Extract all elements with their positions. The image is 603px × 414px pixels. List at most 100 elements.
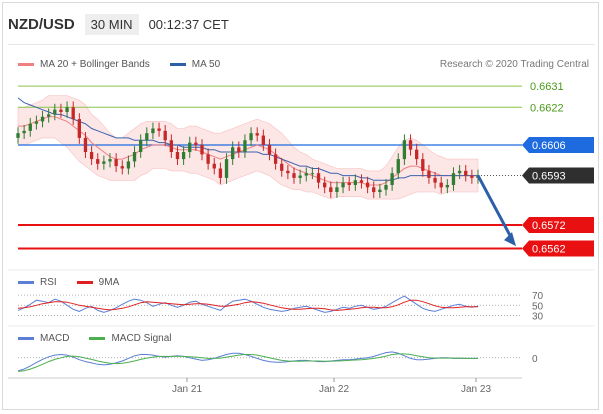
candle-body: [163, 130, 167, 141]
candle-body: [34, 121, 39, 124]
candle-body: [372, 187, 376, 193]
header-divider: [8, 44, 595, 45]
main-legend: MA 20 + Bollinger Bands MA 50: [18, 59, 240, 70]
candle-body: [212, 163, 216, 169]
candle-body: [421, 159, 425, 171]
candle-body: [89, 152, 94, 160]
candle-body: [445, 184, 449, 188]
macd-zero-label: 0: [532, 354, 538, 365]
candle-body: [132, 152, 137, 162]
candle-body: [457, 170, 462, 174]
candle-body: [408, 140, 413, 150]
candle-body: [384, 184, 388, 190]
candle-body: [323, 182, 327, 188]
candle-body: [108, 159, 112, 162]
level-label-0: 0.6631: [530, 81, 564, 93]
candle-body: [316, 173, 321, 183]
legend-swatch-ma50: [169, 63, 186, 66]
level-badge-2: [522, 136, 594, 153]
rsi-level-label-0: 70: [532, 291, 544, 302]
legend-label-rsi: RSI: [40, 277, 57, 288]
candle-body: [402, 140, 407, 160]
candle-body: [273, 154, 278, 164]
candle-body: [65, 107, 69, 113]
candle-body: [470, 175, 474, 178]
rsi-level-label-1: 50: [532, 301, 544, 312]
legend-item-9ma: 9MA: [76, 277, 120, 288]
macd-line: [17, 351, 478, 372]
candle-body: [188, 142, 192, 153]
candle-body: [359, 180, 364, 183]
level-label-1: 0.6622: [530, 102, 564, 114]
candle-body: [175, 152, 180, 160]
legend-item-macd: MACD: [18, 333, 69, 344]
rsi-ma-line: [17, 299, 478, 311]
clock-label: 00:12:37 CET: [148, 16, 229, 32]
legend-swatch-macd: [18, 337, 34, 340]
candle-body: [102, 161, 106, 164]
chart-header: NZD/USD 30 MIN 00:12:37 CET: [8, 10, 229, 38]
candle-body: [261, 135, 265, 145]
timeframe-badge[interactable]: 30 MIN: [84, 13, 139, 35]
legend-item-rsi: RSI: [18, 277, 57, 288]
candle-body: [433, 177, 437, 183]
legend-swatch-9ma: [76, 281, 93, 284]
legend-label-9ma: 9MA: [98, 277, 120, 288]
candle-body: [218, 168, 223, 178]
legend-label-ma20: MA 20 + Bollinger Bands: [40, 59, 150, 70]
level-label-3: 0.6593: [532, 171, 566, 183]
candle-body: [194, 142, 198, 145]
candle-body: [365, 182, 370, 188]
chart-frame: [2, 2, 599, 410]
x-tick-label-0: Jan 21: [172, 384, 202, 395]
legend-swatch-rsi: [18, 281, 34, 284]
legend-swatch-ma20: [18, 63, 34, 66]
ma50-line: [17, 97, 478, 181]
candle-body: [16, 133, 20, 138]
candle-body: [255, 133, 259, 136]
candle-body: [335, 187, 339, 193]
candle-body: [310, 173, 315, 175]
candle-body: [40, 116, 45, 122]
legend-item-ma50: MA 50: [169, 59, 221, 70]
candle-body: [249, 133, 253, 141]
credit-text: Research © 2020 Trading Central: [439, 59, 589, 70]
candle-body: [83, 137, 88, 153]
candle-body: [427, 170, 431, 178]
candle-body: [22, 130, 26, 134]
candle-body: [347, 182, 351, 185]
rsi-legend: RSI 9MA: [18, 277, 139, 288]
candle-body: [224, 159, 229, 178]
candle-body: [286, 170, 290, 174]
legend-item-ma20-bollinger: MA 20 + Bollinger Bands: [18, 59, 150, 70]
level-badge-4: [522, 216, 594, 233]
macd-legend: MACD MACD Signal: [18, 333, 191, 344]
legend-label-ma50: MA 50: [191, 59, 221, 70]
bollinger-band: [17, 95, 479, 200]
candle-body: [96, 159, 100, 164]
rsi-level-label-2: 30: [532, 311, 544, 322]
x-tick-label-1: Jan 22: [319, 384, 349, 395]
level-label-4: 0.6572: [532, 220, 566, 232]
candle-body: [139, 140, 143, 153]
candle-body: [120, 166, 124, 169]
candle-body: [390, 173, 394, 185]
candle-body: [298, 175, 302, 178]
level-label-2: 0.6606: [532, 140, 566, 152]
candle-body: [280, 163, 284, 171]
candle-body: [200, 144, 204, 155]
candle-body: [151, 128, 155, 134]
x-tick-label-2: Jan 23: [461, 384, 491, 395]
candle-body: [145, 133, 149, 141]
candle-body: [77, 119, 81, 138]
legend-label-macd-signal: MACD Signal: [111, 333, 172, 344]
candle-body: [59, 109, 63, 113]
candle-body: [341, 182, 345, 188]
candle-body: [304, 173, 308, 176]
candle-body: [396, 159, 400, 174]
level-badge-3: [522, 167, 594, 184]
candle-body: [206, 154, 210, 164]
candle-body: [267, 144, 272, 155]
level-label-5: 0.6562: [532, 244, 566, 256]
